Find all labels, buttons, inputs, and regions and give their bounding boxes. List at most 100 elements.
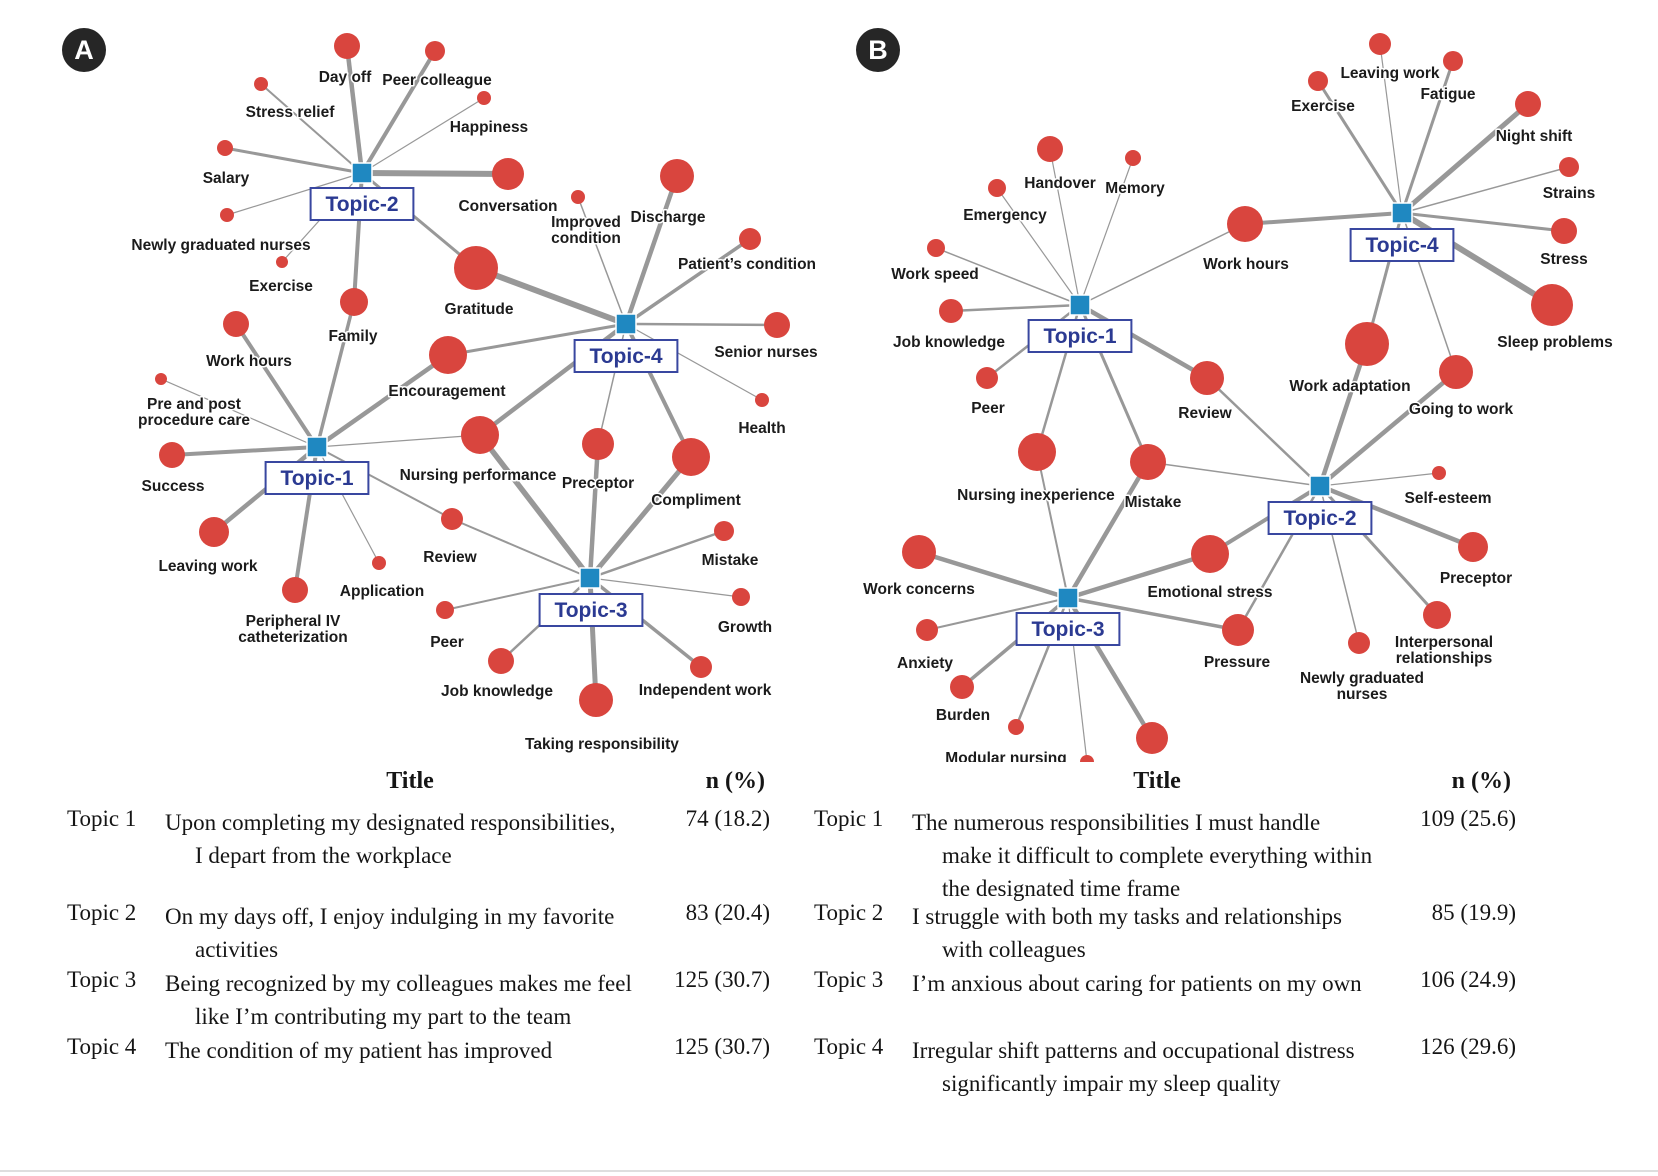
topic-label-box [573, 339, 679, 373]
edge-line [1066, 460, 1150, 600]
keyword-label: Compliment [651, 492, 741, 509]
topic-label-box [1267, 501, 1373, 535]
edge-line [1319, 483, 1474, 550]
keyword-label: Job knowledge [893, 334, 1005, 351]
edge-line [935, 247, 1081, 306]
keyword-node [159, 442, 185, 468]
edge-line [625, 237, 751, 326]
keyword-label: Interpersonal [1395, 634, 1493, 651]
keyword-label: Fatigue [1420, 86, 1475, 103]
keyword-node [429, 336, 467, 374]
title-cell: I’m anxious about caring for patients on… [912, 967, 1398, 1000]
title-line: I struggle with both my tasks and relati… [912, 904, 1342, 929]
keyword-label: Newly graduated nurses [131, 237, 310, 254]
keyword-node [488, 648, 514, 674]
edge-line [444, 577, 591, 611]
keyword-node [425, 41, 445, 61]
keyword-node [155, 373, 167, 385]
keyword-label: Nursing inexperience [957, 487, 1115, 504]
keyword-label: Emotional stress [1148, 584, 1273, 601]
keyword-node [372, 556, 386, 570]
edge-line [589, 577, 742, 598]
edge-line [1147, 461, 1321, 487]
topic-label-box [309, 187, 415, 221]
edge-line [160, 378, 318, 448]
edge-line [361, 170, 509, 177]
network-panel-a: Topic-2 Topic-4 Topic-1 Topic-3 Day off Peer … [130, 33, 819, 755]
title-cell: The condition of my patient has improved [165, 1034, 652, 1067]
edge-line [315, 353, 450, 449]
keyword-label: Peer [430, 634, 464, 651]
table-row: Topic 4 Irregular shift patterns and occu… [812, 1034, 1516, 1100]
title-line: On my days off, I enjoy indulging in my … [165, 904, 615, 929]
keyword-node [492, 158, 524, 190]
keyword-node [282, 577, 308, 603]
edge-line [360, 49, 437, 175]
keyword-node [1227, 206, 1263, 242]
edge-line [477, 433, 593, 580]
table-row: Topic 4 The condition of my patient has i… [65, 1034, 770, 1067]
n-column-header: n (%) [1451, 768, 1511, 794]
n-percent-cell: 106 (24.9) [1420, 967, 1516, 992]
edge-line [625, 322, 778, 327]
keyword-label: Stress relief [246, 104, 336, 121]
title-line: I depart from the workplace [195, 843, 452, 868]
keyword-label: Night shift [1496, 128, 1573, 145]
keyword-label: Day off [319, 69, 372, 86]
edge-line [1208, 484, 1322, 556]
keyword-node [1125, 150, 1141, 166]
keyword-node [1551, 218, 1577, 244]
topic-hub-square [1391, 202, 1413, 224]
keyword-node [1008, 719, 1024, 735]
keyword-node [927, 239, 945, 257]
title-column-header: Title [1133, 768, 1181, 794]
keyword-label: Strains [1543, 185, 1596, 202]
keyword-node [461, 416, 499, 454]
table-row: Topic 1 The numerous responsibilities I m… [812, 806, 1516, 905]
edge-line [1206, 377, 1321, 487]
table-row: Topic 2 On my days off, I enjoy indulging… [65, 900, 770, 966]
keyword-label: Job knowledge [441, 683, 553, 700]
topic-cell: Topic 2 [67, 900, 137, 925]
keyword-label: Going to work [1409, 401, 1514, 418]
keyword-node [1222, 614, 1254, 646]
keyword-label: Sleep problems [1497, 334, 1612, 351]
keyword-node [988, 179, 1006, 197]
edge-line [587, 443, 601, 579]
keyword-label: Independent work [639, 682, 772, 699]
edge-line [1036, 451, 1069, 599]
n-percent-cell: 85 (19.9) [1431, 900, 1516, 925]
edge-line [926, 597, 1069, 631]
keyword-node [1369, 33, 1391, 55]
keyword-label: Review [423, 549, 477, 566]
bottom-divider [0, 1170, 1658, 1172]
keyword-node [1191, 535, 1229, 573]
edge-line [1316, 80, 1404, 214]
keyword-label: condition [551, 230, 621, 247]
title-line: with colleagues [942, 937, 1086, 962]
keyword-node [1308, 71, 1328, 91]
keyword-node [732, 588, 750, 606]
keyword-node [579, 683, 613, 717]
keyword-label: Leaving work [1340, 65, 1439, 82]
edge-line [316, 434, 481, 448]
title-cell: Irregular shift patterns and occupationa… [912, 1034, 1398, 1100]
topic-label-box [1027, 319, 1133, 353]
topic-label-box [1015, 612, 1121, 646]
title-line: the designated time frame [942, 876, 1181, 901]
topic-label: Topic-1 [280, 467, 353, 490]
title-line: activities [195, 937, 279, 962]
keyword-label: Preceptor [562, 475, 634, 492]
keyword-node [477, 91, 491, 105]
edge-line [588, 455, 693, 580]
keyword-label: Nursing performance [400, 467, 557, 484]
keyword-node [1130, 444, 1166, 480]
edge-line [1319, 472, 1440, 487]
title-line: The condition of my patient has improved [165, 1038, 553, 1063]
keyword-label: Modular nursing [945, 750, 1066, 762]
topic-hub-square [306, 436, 328, 458]
topic-label: Topic-3 [554, 599, 627, 622]
network-panel-b: Topic-1 Topic-4 Topic-2 Topic-3 Handover Memo… [862, 33, 1614, 762]
keyword-node [276, 256, 288, 268]
topic-label: Topic-4 [1365, 234, 1438, 257]
